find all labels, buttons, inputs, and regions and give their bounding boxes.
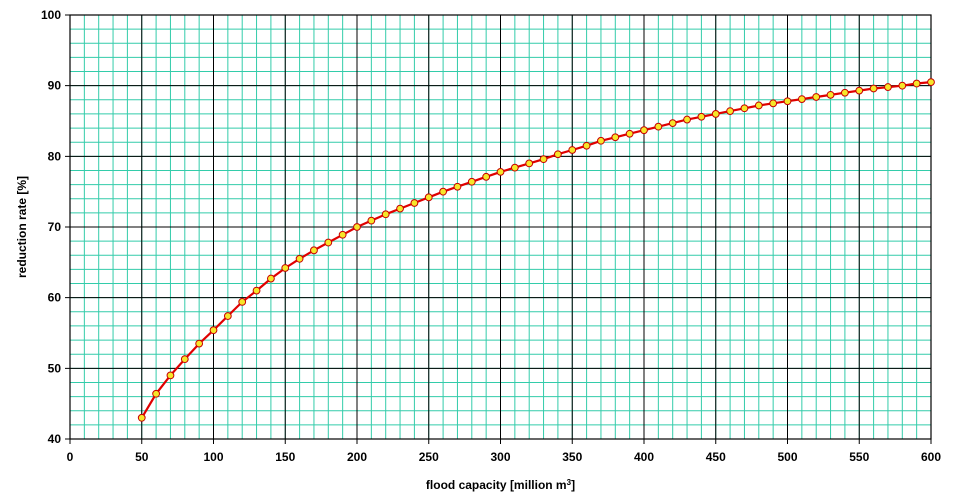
data-point [841, 88, 849, 97]
x-axis-title-superscript: 3 [567, 478, 572, 487]
data-point [137, 413, 146, 422]
x-tick-label: 450 [706, 450, 726, 464]
data-point [683, 115, 691, 124]
plot-border [69, 14, 932, 440]
data-point [324, 238, 333, 247]
x-tick-label: 50 [135, 450, 149, 464]
data-point [697, 112, 706, 121]
data-point [740, 104, 749, 113]
data-point [496, 167, 505, 176]
x-tick-label: 550 [849, 450, 869, 464]
data-point [396, 204, 404, 213]
data-point [611, 133, 620, 142]
x-tick-label: 400 [634, 450, 654, 464]
data-point [267, 274, 275, 283]
y-tick-label: 80 [48, 149, 62, 163]
data-point [869, 84, 878, 93]
x-tick-label: 150 [275, 450, 295, 464]
data-point [783, 97, 792, 106]
data-point [353, 223, 361, 231]
y-tick-label: 90 [48, 79, 62, 93]
data-point [209, 326, 218, 335]
x-tick-label: 200 [347, 450, 367, 464]
data-point [654, 122, 663, 131]
data-point [195, 339, 204, 348]
y-axis-ticks: 40 50 60 70 80 90 100 [41, 8, 61, 446]
major-grid [65, 14, 932, 444]
data-point [310, 246, 318, 255]
data-point [797, 95, 806, 103]
data-point [467, 177, 476, 186]
data-point [223, 312, 232, 320]
data-point [769, 99, 778, 108]
data-point [826, 90, 835, 99]
y-tick-label: 100 [41, 8, 61, 22]
data-point [726, 107, 734, 116]
data-point [640, 126, 648, 135]
data-point [668, 119, 677, 128]
data-point [152, 389, 161, 398]
data-point [927, 78, 935, 87]
data-point [410, 199, 419, 207]
data-point [554, 150, 562, 159]
data-point [597, 136, 605, 145]
data-point [582, 141, 591, 150]
y-tick-label: 70 [48, 220, 62, 234]
data-point [625, 129, 634, 138]
x-axis-ticks: 0 50 100 150 200 250 300 350 400 450 500 550 600 [67, 450, 942, 464]
x-tick-label: 300 [490, 450, 510, 464]
data-point [338, 230, 347, 239]
data-point [238, 298, 247, 306]
x-axis-title-main: flood capacity [million m [426, 478, 567, 492]
y-tick-label: 60 [48, 291, 62, 305]
x-axis-title-end: ] [571, 478, 575, 492]
data-point [510, 163, 519, 172]
data-point [180, 355, 189, 364]
data-point [525, 159, 534, 168]
data-point [381, 210, 390, 219]
x-tick-label: 100 [203, 450, 223, 464]
y-tick-label: 50 [48, 361, 62, 375]
data-point [482, 172, 491, 181]
data-point [453, 182, 462, 191]
x-tick-label: 500 [777, 450, 797, 464]
x-tick-label: 0 [67, 450, 74, 464]
data-point [711, 110, 720, 118]
data-point [898, 81, 907, 90]
data-point [812, 93, 821, 101]
y-axis-title: reduction rate [%] [15, 176, 29, 278]
y-tick-label: 40 [48, 432, 62, 446]
data-point [252, 286, 261, 295]
data-point [281, 264, 290, 272]
data-point [439, 187, 448, 196]
data-point [855, 86, 864, 95]
data-point [539, 155, 548, 164]
x-tick-label: 600 [921, 450, 941, 464]
data-point [754, 101, 763, 110]
x-tick-label: 350 [562, 450, 582, 464]
data-point [367, 216, 376, 225]
data-point [568, 146, 577, 154]
data-point [912, 79, 921, 88]
series-markers [137, 78, 935, 422]
data-point [884, 83, 892, 91]
data-point [166, 371, 175, 380]
data-point [295, 254, 304, 263]
x-axis-title: flood capacity [million m3] [426, 478, 575, 493]
x-tick-label: 250 [419, 450, 439, 464]
data-point [424, 193, 433, 202]
